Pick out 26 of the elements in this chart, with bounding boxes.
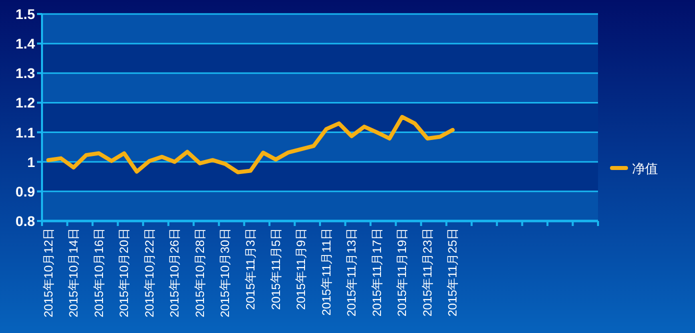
x-tick-label: 2015年10月20日 xyxy=(117,228,132,318)
x-tick-label: 2015年11月13日 xyxy=(344,228,359,316)
x-tick-label: 2015年11月9日 xyxy=(294,228,308,310)
x-tick-label: 2015年10月16日 xyxy=(92,228,106,318)
y-tick-label: 1.1 xyxy=(16,124,36,140)
y-tick-label: 1.2 xyxy=(16,94,36,111)
y-tick-label: 1.5 xyxy=(16,6,36,22)
y-tick-label: 0.8 xyxy=(16,213,36,229)
x-tick-label: 2015年11月25日 xyxy=(446,228,460,316)
x-tick-label: 2015年11月23日 xyxy=(420,228,434,316)
legend-label: 净值 xyxy=(632,161,658,176)
x-tick-label: 2015年10月26日 xyxy=(168,228,182,318)
x-tick-label: 2015年11月3日 xyxy=(244,228,258,310)
x-tick-label: 2015年11月19日 xyxy=(395,228,410,316)
y-tick-label: 1.4 xyxy=(16,36,36,52)
x-tick-label: 2015年11月5日 xyxy=(268,228,283,310)
x-tick-label: 2015年10月14日 xyxy=(66,228,81,318)
x-tick-label: 2015年10月28日 xyxy=(192,228,207,318)
x-tick-label: 2015年11月17日 xyxy=(370,228,384,316)
x-tick-label: 2015年10月12日 xyxy=(41,228,56,318)
x-tick-label: 2015年10月30日 xyxy=(218,228,232,318)
x-tick-label: 2015年11月11日 xyxy=(319,228,334,316)
y-tick-label: 1 xyxy=(27,154,36,170)
x-tick-label: 2015年10月22日 xyxy=(142,228,156,318)
y-tick-label: 0.9 xyxy=(16,183,36,200)
y-tick-label: 1.3 xyxy=(16,65,36,82)
